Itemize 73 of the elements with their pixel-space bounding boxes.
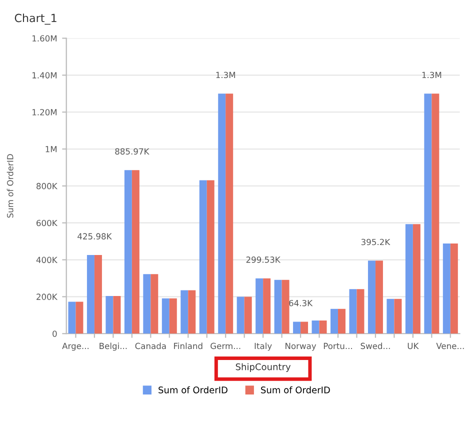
bar [94,254,102,334]
bar [412,224,420,334]
data-label: 1.3M [422,72,442,78]
x-axis-title: ShipCountry [236,363,291,372]
bar [180,290,188,334]
bar [226,94,234,334]
legend-label: Sum of OrderID [261,386,330,394]
bar [300,322,308,334]
bar [113,296,121,334]
bar [356,289,364,334]
bar [312,320,320,334]
legend-label: Sum of OrderID [158,386,228,394]
y-tick-label: 400K [36,256,58,264]
bar [124,170,132,334]
bar [368,260,376,334]
bar [375,260,383,334]
bar [338,308,346,334]
bar [424,94,432,334]
bar [405,224,413,334]
bar [293,322,301,334]
bar [450,244,458,334]
x-tick-label: Canada [135,342,166,350]
bar [106,296,114,334]
bar [236,296,244,334]
bar [394,298,402,334]
bar [162,298,170,334]
bar [218,94,226,334]
data-label: 1.3M [216,72,236,78]
y-tick-label: 0 [52,330,57,337]
x-tick-label: Belgi... [100,342,127,351]
y-tick-label: 1.20M [32,109,57,116]
y-tick-label: 200K [36,294,58,300]
x-tick-label: Portu... [324,342,352,350]
bar [319,320,327,334]
bar [68,302,76,334]
bar [169,298,177,334]
x-tick-label: Swed... [360,342,390,350]
bar [206,180,214,334]
bar [263,278,271,334]
y-tick-label: 600K [36,220,58,226]
chart-title: Chart_1 [14,14,56,25]
data-label: 395.2K [361,238,390,246]
y-tick-label: 800K [36,182,58,190]
bar [282,280,290,334]
y-tick-label: 1.40M [32,72,57,78]
x-tick-label: Finland [174,342,202,350]
data-label: 885.97K [115,148,150,155]
bar [244,296,252,334]
bar [199,180,207,334]
x-tick-label: UK [408,342,419,350]
y-tick-label: 1.60M [32,35,57,42]
bar [432,94,440,334]
x-tick-label: Italy [254,342,272,351]
bar [76,302,84,334]
x-tick-label: Norway [286,342,316,351]
bar [349,289,357,334]
bar [442,244,450,334]
y-axis-title: Sum of OrderID [6,154,14,218]
bar [86,254,94,334]
bar [188,290,196,334]
bar [150,274,158,334]
bar [274,280,282,334]
bar [132,170,140,334]
x-tick-label: Vene... [436,342,464,350]
data-label: 299.53K [246,256,281,263]
bar [143,274,151,334]
data-label: 425.98K [78,233,112,240]
bar [386,298,394,334]
bar [330,308,338,334]
x-tick-label: Germ... [210,342,240,350]
x-tick-label: Arge... [62,342,88,351]
y-tick-label: 1M [46,146,57,152]
bar [256,278,264,334]
